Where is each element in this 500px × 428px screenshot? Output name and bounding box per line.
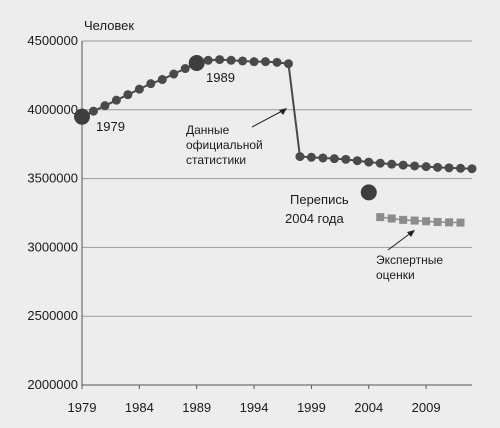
x-tick-label: 1984 — [125, 400, 154, 415]
annotation-expert-line2: оценки — [376, 268, 415, 282]
official-data-point — [261, 57, 271, 67]
official-data-point — [249, 57, 259, 67]
expert-data-point — [445, 218, 454, 227]
expert-arrow-head — [407, 230, 415, 237]
expert-data-point — [399, 215, 408, 224]
official-data-point — [203, 55, 213, 65]
axes: 4500000 4000000 3500000 3000000 2500000 20000… — [27, 33, 472, 415]
official-data-point — [352, 156, 362, 166]
official-arrow-head — [279, 108, 287, 115]
x-tick-label: 2004 — [354, 400, 383, 415]
official-data-point — [306, 152, 316, 162]
x-tick-label: 1989 — [182, 400, 211, 415]
x-tick-label: 1979 — [68, 400, 97, 415]
official-data-point — [398, 160, 408, 170]
expert-data-point — [387, 214, 396, 223]
expert-data-point — [422, 217, 431, 226]
official-data-point — [329, 154, 339, 164]
highlight-point — [74, 108, 90, 125]
annotation-census-line1: Перепись — [290, 192, 349, 207]
official-data-point — [387, 159, 397, 169]
y-axis-label: Человек — [84, 18, 134, 33]
expert-data-point — [433, 217, 442, 226]
official-data-point — [410, 161, 420, 171]
official-data-point — [134, 84, 144, 94]
highlight-point — [360, 184, 377, 201]
official-data-point — [283, 59, 293, 69]
annotation-1989: 1989 — [206, 70, 235, 85]
expert-data-point — [410, 216, 419, 225]
official-data-point — [100, 101, 110, 111]
x-tick-label: 2009 — [412, 400, 441, 415]
official-data-point — [341, 154, 351, 164]
official-data-point — [88, 106, 98, 116]
official-data-point — [123, 90, 133, 100]
official-data-point — [157, 75, 167, 85]
series-layer — [74, 55, 477, 227]
y-tick-label: 3500000 — [27, 171, 78, 186]
official-data-point — [421, 162, 431, 172]
official-data-point — [180, 64, 190, 74]
expert-data-point — [456, 218, 465, 227]
expert-arrow-line — [387, 231, 413, 251]
annotation-official-line2: официальной — [186, 138, 263, 152]
x-tick-label: 1999 — [297, 400, 326, 415]
official-data-point — [295, 152, 305, 162]
official-data-point — [146, 79, 156, 89]
annotation-1979: 1979 — [96, 119, 125, 134]
y-tick-label: 4500000 — [27, 33, 78, 48]
annotation-official-line3: статистики — [186, 153, 246, 167]
highlight-point — [188, 55, 205, 72]
official-data-point — [375, 158, 385, 168]
annotation-official-line1: Данные — [186, 123, 230, 137]
y-tick-label: 2000000 — [27, 377, 78, 392]
y-tick-label: 3000000 — [27, 239, 78, 254]
official-data-point — [238, 56, 248, 66]
official-arrow-line — [251, 109, 285, 128]
official-data-point — [467, 164, 477, 174]
x-tick-label: 1994 — [240, 400, 269, 415]
official-data-point — [364, 157, 374, 167]
official-data-point — [433, 162, 443, 172]
y-tick-label: 4000000 — [27, 102, 78, 117]
official-data-point — [444, 163, 454, 173]
official-data-point — [456, 163, 466, 173]
annotation-expert-line1: Экспертные — [376, 253, 443, 267]
official-data-point — [215, 55, 225, 65]
annotation-census-line2: 2004 года — [285, 211, 345, 226]
official-data-point — [169, 69, 179, 79]
official-data-point — [272, 57, 282, 67]
official-data-point — [318, 153, 328, 163]
official-data-point — [226, 55, 236, 65]
expert-data-point — [376, 213, 385, 222]
official-data-point — [111, 95, 121, 105]
y-tick-label: 2500000 — [27, 308, 78, 323]
